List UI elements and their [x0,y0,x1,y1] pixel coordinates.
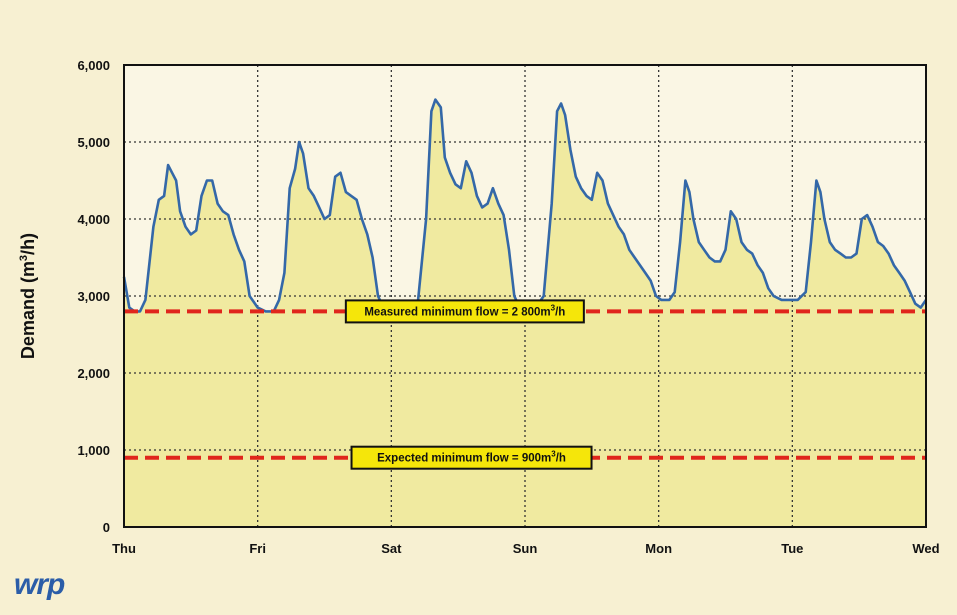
y-tick-label: 2,000 [77,366,110,381]
y-tick-label: 6,000 [77,58,110,73]
reference-label: Measured minimum flow = 2 800m3/h [364,303,565,318]
x-tick-label: Sat [381,541,402,556]
plot-border [123,64,927,528]
y-tick-label: 1,000 [77,443,110,458]
x-tick-label: Fri [249,541,266,556]
y-tick-label: 5,000 [77,135,110,150]
x-tick-label: Sun [513,541,538,556]
y-axis-title: Demand (m3/h) [18,233,38,359]
y-tick-label: 0 [103,520,110,535]
reference-label-box [344,299,585,324]
y-tick-label: 4,000 [77,212,110,227]
reference-label-box [350,445,593,470]
reference-label: Expected minimum flow = 900m3/h [377,450,566,465]
x-tick-label: Tue [781,541,803,556]
y-tick-label: 3,000 [77,289,110,304]
x-tick-label: Thu [112,541,136,556]
x-tick-label: Mon [645,541,672,556]
x-tick-label: Wed [912,541,939,556]
wrp-logo: wrp [14,568,65,601]
